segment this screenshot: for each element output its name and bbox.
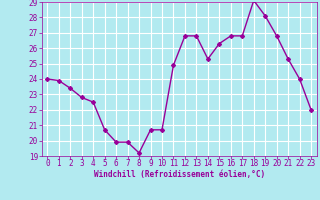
X-axis label: Windchill (Refroidissement éolien,°C): Windchill (Refroidissement éolien,°C) [94, 170, 265, 179]
